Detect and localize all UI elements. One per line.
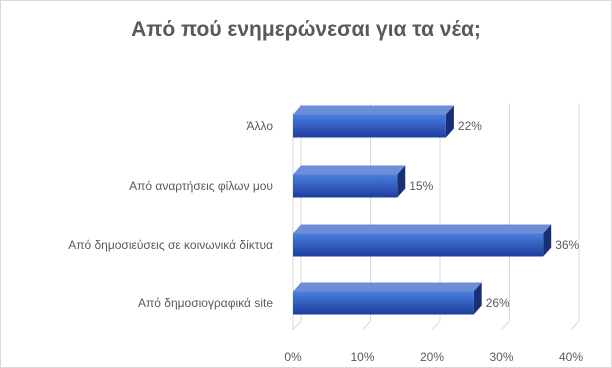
category-label: Άλλο: [246, 119, 273, 133]
labels: 0% 10% 20% 30% 40% 26% Από δημοσιογραφικά site…: [68, 119, 583, 364]
bar: [293, 233, 544, 257]
floor-gridline-30: [501, 320, 510, 331]
bar-top-face: [293, 105, 454, 115]
category-label: Από αναρτήσεις φίλων μου: [129, 179, 273, 193]
data-label: 36%: [555, 238, 579, 252]
bar-side-face: [473, 282, 482, 315]
gridlines: [292, 103, 580, 331]
bars: [293, 105, 552, 315]
bar-top-face: [293, 282, 482, 292]
x-tick-label: 20%: [420, 350, 444, 364]
floor-gridline-10: [362, 320, 371, 331]
bar: [293, 114, 446, 138]
x-tick-label: 30%: [489, 350, 513, 364]
data-label: 22%: [458, 119, 482, 133]
bar: [293, 174, 398, 198]
bar-side-face: [397, 165, 406, 198]
x-tick-label: 10%: [350, 350, 374, 364]
bar-side-face: [445, 105, 454, 138]
category-label: Από δημοσιογραφικά site: [138, 296, 273, 310]
bar: [293, 291, 474, 315]
bar-top-face: [293, 165, 406, 175]
data-label: 15%: [409, 179, 433, 193]
category-label: Από δημοσιεύσεις σε κοινωνικά δίκτυα: [68, 238, 273, 252]
x-tick-label: 0%: [284, 350, 302, 364]
bar-side-face: [543, 224, 552, 257]
chart-title: Από πού ενημερώνεσαι για τα νέα;: [131, 18, 481, 41]
floor-gridline-0: [292, 320, 302, 331]
bar-top-face: [293, 224, 552, 234]
floor-gridline-40: [570, 320, 580, 331]
x-tick-label: 40%: [559, 350, 583, 364]
data-label: 26%: [486, 296, 510, 310]
floor-gridline-20: [431, 320, 441, 331]
